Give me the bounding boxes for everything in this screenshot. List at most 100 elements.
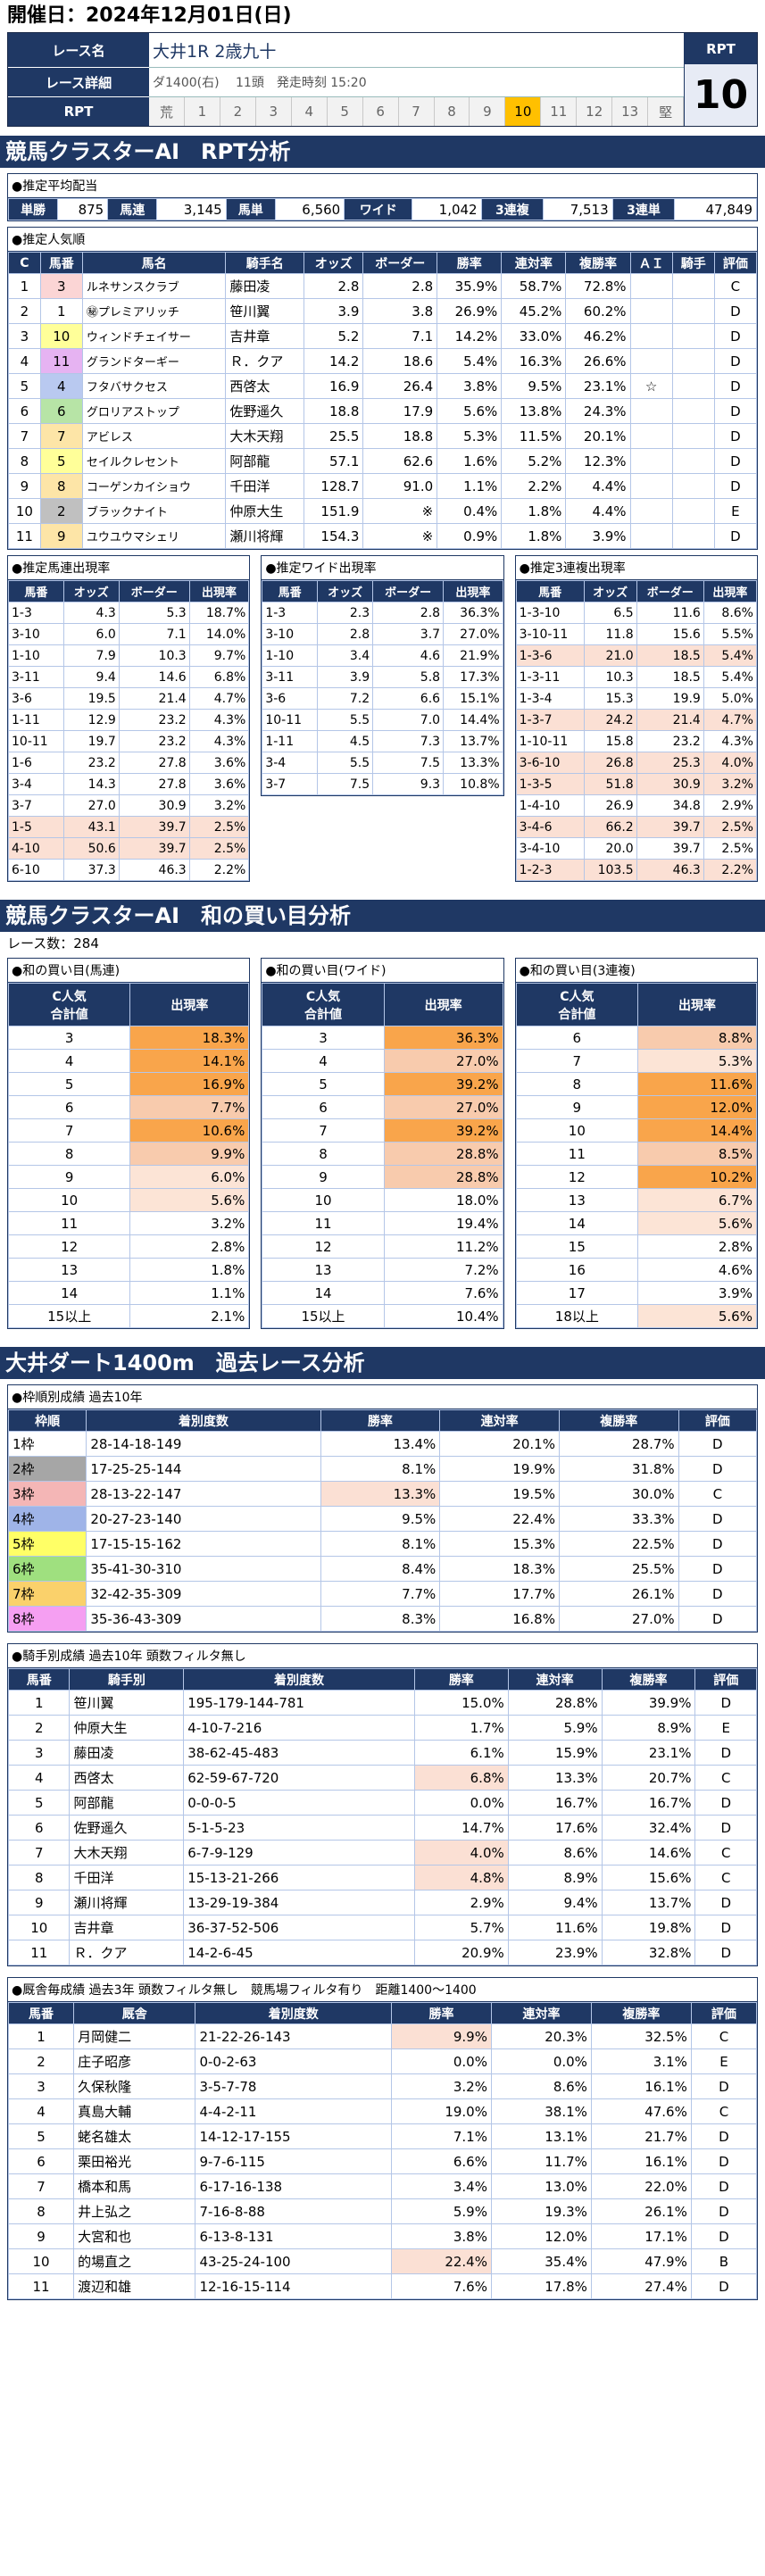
table-cell: 47.6% [590,2098,692,2124]
table-cell: 7 [7,2173,75,2199]
table-cell: ウィンドチェイサー [81,323,227,349]
table-cell: 6.0 [62,623,120,645]
payout-value: 47,849 [674,198,757,220]
table-cell: 33.3% [558,1506,679,1532]
umaren-rate-box: ●推定馬連出現率 馬番 オッズ ボーダー 出現率 1-3 4.3 5.3 18.7% 3-10 6.… [7,555,251,882]
table-cell: 17.9 [362,398,438,424]
table-row: 7 10.6% [7,1118,250,1143]
table-cell: 10 [7,2248,75,2274]
table-cell: 18.0% [383,1188,503,1212]
table-row: 9 瀬川将輝 13-29-19-384 2.9% 9.4% 13.7% D [7,1890,757,1915]
header-row: 馬番 騎手別 着別度数 勝率 連対率 複勝率 評価 [7,1668,757,1691]
table-cell: 5.8 [372,666,445,688]
table-cell: 4.6% [637,1258,757,1282]
table-cell: 3 [7,2073,75,2099]
table-cell: 10-11 [262,709,319,731]
table-cell: 36.3% [383,1026,503,1050]
wide-rate-box: ●推定ワイド出現率 馬番 オッズ ボーダー 出現率 1-3 2.3 2.8 36.3% 3-10 2… [261,555,504,796]
table-cell: セイルクレセント [81,448,227,474]
rpt-scale-cell: 12 [577,97,613,126]
table-cell: 5.4% [703,644,757,667]
table-cell: 9.4 [62,666,120,688]
column-header: 騎手別 [69,1668,185,1691]
column-header: 連対率 [490,2002,592,2024]
table-cell: 3-4-6 [515,816,585,838]
column-header: 勝率 [320,1409,441,1432]
table-row: 14 1.1% [7,1281,250,1305]
table-cell: 10.4% [383,1304,503,1328]
table-cell: 12 [262,1234,385,1259]
table-row: 1-6 23.2 27.8 3.6% [8,752,250,774]
table-cell: 13.3% [507,1765,603,1791]
table-cell: 藤田凌 [225,273,305,299]
table-cell: 18.3% [129,1026,250,1050]
table-cell: 7.1% [391,2123,492,2149]
table-row: 7 大木天翔 6-7-9-129 4.0% 8.6% 14.6% C [7,1840,757,1866]
wa-sanfuku-table: C人気 合計値 出現率 6 8.8% 7 5.3% 8 11.6% 9 12.0% 10 14.4% 11… [515,983,757,1328]
table-cell: 2 [39,498,83,524]
table-cell: 14.6% [601,1840,696,1866]
table-cell: 9 [262,1165,385,1189]
table-cell [629,448,673,474]
table-row: 5 16.9% [7,1072,250,1096]
table-cell: 5 [7,1790,71,1816]
table-cell: 8.1% [320,1456,441,1482]
table-cell: 6.8% [413,1765,509,1791]
table-cell: D [713,398,758,424]
table-row: 13 7.2% [262,1258,503,1282]
payout-value: 6,560 [274,198,345,220]
table-row: 17 3.9% [515,1281,757,1305]
table-cell: ブラックナイト [81,498,227,524]
wa-sanfuku-title: ●和の買い目(3連複) [515,959,757,983]
payout-value: 7,513 [543,198,613,220]
table-row: 7 5.3% [515,1049,757,1073]
wa-row: ●和の買い目(馬連) C人気 合計値 出現率 3 18.3% 4 14.1% 5 16.9% 6 7.… [7,958,758,1329]
table-cell: 18.3% [439,1556,560,1582]
table-cell: 6 [8,398,41,424]
table-row: 6-10 37.3 46.3 2.2% [8,859,250,881]
table-cell [629,398,673,424]
wide-rate-table: 馬番 オッズ ボーダー 出現率 1-3 2.3 2.8 36.3% 3-10 2.8 3.7 27.0… [262,580,503,795]
column-header: 連対率 [439,1409,560,1432]
table-cell: 栗田裕光 [73,2148,196,2174]
table-cell: 13.7% [443,730,503,752]
table-cell: 9 [7,2223,75,2249]
table-cell: 6 [7,1815,71,1841]
table-cell: 1 [39,298,83,324]
table-row: 1-2-3 103.5 46.3 2.2% [515,859,757,881]
table-cell: 9.5% [320,1506,441,1532]
table-cell: 3.9% [637,1281,757,1305]
table-cell: 1枠 [7,1431,87,1457]
table-cell: 2.8 [317,623,374,645]
table-row: 2 庄子昭彦 0-0-2-63 0.0% 0.0% 3.1% E [7,2048,758,2074]
table-row: 10 5.6% [7,1188,250,1212]
table-row: 10 的場直之 43-25-24-100 22.4% 35.4% 47.9% B [7,2248,758,2274]
table-row: 4 西啓太 62-59-67-720 6.8% 13.3% 20.7% C [7,1765,757,1791]
table-cell: 26.1% [558,1581,679,1607]
table-cell: 1-3-11 [515,666,585,688]
table-row: 6 栗田裕光 9-7-6-115 6.6% 11.7% 16.1% D [7,2148,758,2174]
column-header: 出現率 [188,580,250,602]
table-cell: 1-3 [262,602,319,624]
table-cell: 23.9% [507,1940,603,1965]
trainer-table: 馬番 厩舎 着別度数 勝率 連対率 複勝率 評価 1 月岡健二 21-22-26-143 9.9% 2… [7,2002,758,2299]
table-cell: 5 [262,1072,385,1096]
table-cell: 24.3% [565,398,631,424]
table-cell: 7 [39,423,83,449]
table-cell: 5.9% [391,2198,492,2224]
table-row: 10-11 5.5 7.0 14.4% [262,709,503,731]
wa-wide-title: ●和の買い目(ワイド) [262,959,503,983]
table-cell: 2 [7,2048,75,2074]
payout-type: 3連単 [611,198,676,220]
table-cell: 吉井章 [69,1915,185,1940]
table-row: 8 11.6% [515,1072,757,1096]
table-row: 1-3-4 15.3 19.9 5.0% [515,687,757,710]
table-row: 1-3-11 10.3 18.5 5.4% [515,666,757,688]
table-row: 3枠 28-13-22-147 13.3% 19.5% 30.0% C [7,1481,758,1507]
table-cell: 45.2% [501,298,567,324]
table-cell: 8.6% [490,2073,592,2099]
table-row: 2 仲原大生 4-10-7-216 1.7% 5.9% 8.9% E [7,1715,757,1741]
table-cell: 13.3% [443,752,503,774]
rpt-box-label: RPT [685,33,757,64]
table-cell: 6 [515,1026,639,1050]
